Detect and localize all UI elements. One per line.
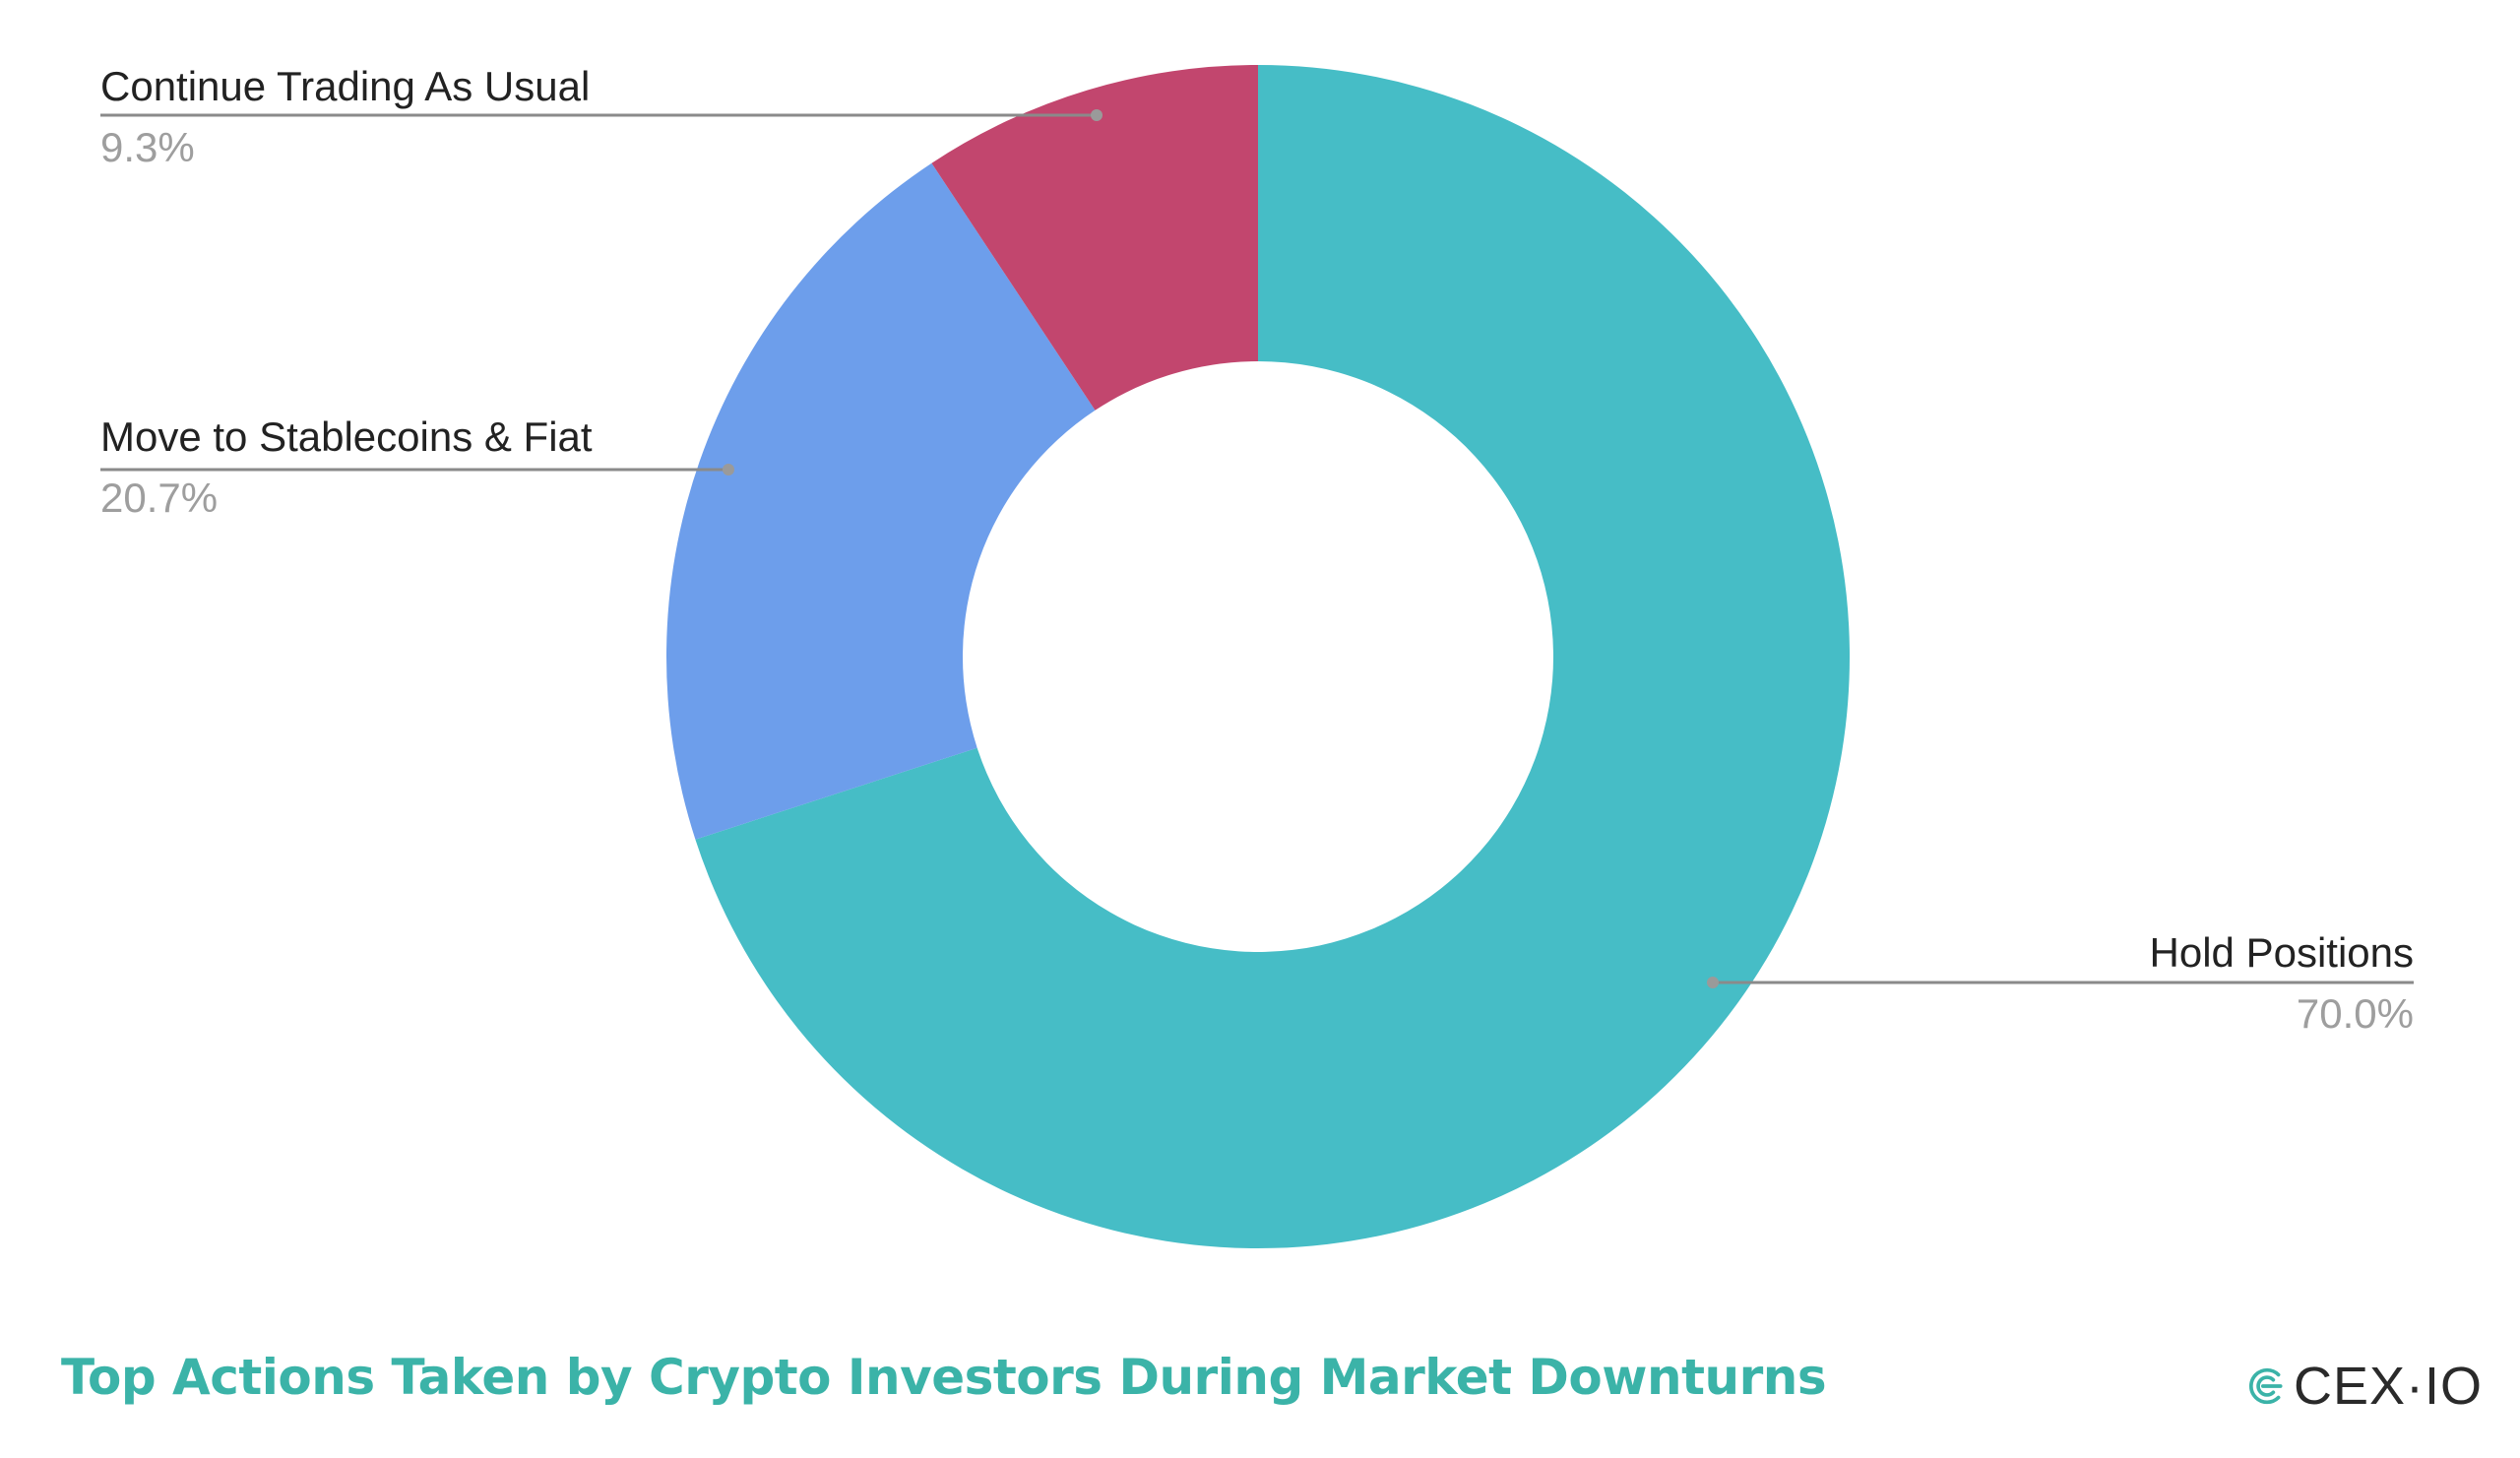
slice-value-continue-trading-as-usual: 9.3% bbox=[100, 124, 195, 170]
slices-layer bbox=[666, 65, 1850, 1248]
slice-label-move-to-stablecoins-and-fiat: Move to Stablecoins & Fiat bbox=[100, 413, 593, 460]
leader-dot-continue-trading-as-usual bbox=[1091, 109, 1102, 121]
slice-continue-trading-as-usual bbox=[931, 65, 1258, 411]
slice-move-to-stablecoins-and-fiat bbox=[666, 162, 1096, 840]
brand-logo: CEX·IO bbox=[2246, 1347, 2483, 1426]
cex-io-logo-icon bbox=[2249, 1367, 2283, 1405]
leader-dot-hold-positions bbox=[1707, 977, 1719, 988]
chart-title: Top Actions Taken by Crypto Investors Du… bbox=[61, 1349, 1827, 1406]
slice-value-hold-positions: 70.0% bbox=[2297, 990, 2414, 1037]
leader-dot-move-to-stablecoins-and-fiat bbox=[723, 464, 734, 475]
slice-value-move-to-stablecoins-and-fiat: 20.7% bbox=[100, 475, 218, 521]
slice-hold-positions bbox=[695, 65, 1850, 1248]
brand-name: CEX·IO bbox=[2293, 1357, 2483, 1416]
slice-label-continue-trading-as-usual: Continue Trading As Usual bbox=[100, 63, 590, 109]
labels-layer: Hold Positions 70.0% Move to Stablecoins &… bbox=[100, 63, 2414, 1037]
slice-label-hold-positions: Hold Positions bbox=[2150, 929, 2414, 976]
